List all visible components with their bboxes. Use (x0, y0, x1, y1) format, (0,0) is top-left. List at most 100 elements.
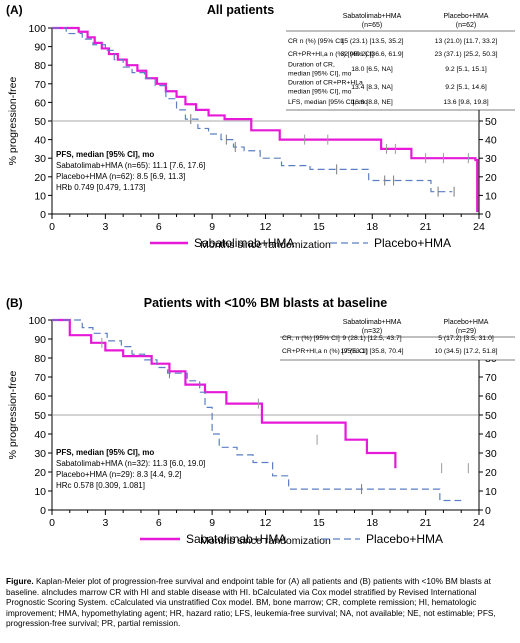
endpoint-table-bg (280, 310, 515, 360)
caption-body: Kaplan-Meier plot of progression-free su… (6, 576, 496, 629)
y-tick-label: 100 (28, 23, 46, 35)
table-header-sabatolimab-n: (n=65) (362, 22, 382, 29)
x-tick-label: 21 (420, 517, 432, 529)
x-tick-label: 21 (420, 221, 432, 233)
legend-placebo-label: Placebo+HMA (374, 236, 451, 250)
table-row-label: median [95% CI], mo (288, 71, 352, 78)
pfs-line: Sabatolimab+HMA (n=65): 11.1 [7.6, 17.6] (56, 161, 205, 170)
x-tick-label: 24 (473, 517, 485, 529)
y-tick-label-right: 20 (485, 467, 497, 479)
y-tick-label: 100 (28, 315, 46, 327)
table-cell-placebo: 9.2 [5.1, 14.6] (445, 84, 487, 91)
sabatolimab-km-curve (52, 318, 397, 469)
panel-title: Patients with <10% BM blasts at baseline (144, 296, 388, 310)
table-header-sabatolimab: Sabatolimab+HMA (343, 319, 402, 326)
legend-placebo-label: Placebo+HMA (366, 532, 443, 546)
y-tick-label-right: 30 (485, 153, 497, 165)
pfs-heading: PFS, median [95% CI], mo (56, 150, 154, 159)
y-tick-label: 90 (34, 42, 46, 54)
y-tick-label: 0 (40, 209, 46, 221)
y-tick-label-right: 10 (485, 486, 497, 498)
table-row-label: Duration of CR+PR+HI,a (288, 80, 363, 87)
y-tick-label: 50 (34, 410, 46, 422)
x-tick-label: 12 (260, 517, 272, 529)
y-tick-label-right: 60 (485, 391, 497, 403)
pfs-line: Placebo+HMA (n=29): 8.3 [4.4, 9.2] (56, 470, 181, 479)
y-tick-label-right: 0 (485, 505, 491, 517)
y-tick-label: 0 (40, 505, 46, 517)
y-tick-label-right: 30 (485, 448, 497, 460)
y-tick-label: 80 (34, 60, 46, 72)
x-tick-label: 3 (102, 517, 108, 529)
y-tick-label: 50 (34, 116, 46, 128)
x-tick-label: 12 (260, 221, 272, 233)
panel-label: (A) (6, 3, 23, 17)
y-tick-label-right: 20 (485, 172, 497, 184)
y-tick-label-right: 50 (485, 116, 497, 128)
table-header-placebo: Placebo+HMA (444, 319, 489, 326)
table-cell-sabatolimab: 32 (49.2) [36.6, 61.9] (340, 51, 403, 58)
y-tick-label-right: 10 (485, 190, 497, 202)
x-tick-label: 24 (473, 221, 485, 233)
y-tick-label: 90 (34, 334, 46, 346)
y-tick-label: 20 (34, 172, 46, 184)
y-tick-label-right: 50 (485, 410, 497, 422)
y-tick-label: 30 (34, 153, 46, 165)
x-tick-label: 15 (313, 517, 325, 529)
table-cell-placebo: 13 (21.0) [11.7, 33.2] (435, 38, 498, 45)
panel-label: (B) (6, 296, 23, 310)
y-tick-label: 60 (34, 97, 46, 109)
table-row-label: median [95% CI], mo (288, 89, 352, 96)
table-header-placebo: Placebo+HMA (444, 13, 489, 20)
table-row-label: Duration of CR, (288, 62, 335, 69)
x-tick-label: 15 (313, 221, 325, 233)
y-tick-label: 70 (34, 79, 46, 91)
table-row-label: LFS, median [95% CI], mo (288, 99, 368, 106)
y-tick-label: 40 (34, 135, 46, 147)
table-cell-placebo: 13.6 [9.8, 19.8] (443, 99, 488, 106)
y-tick-label: 70 (34, 372, 46, 384)
y-tick-label: 60 (34, 391, 46, 403)
panel-title: All patients (207, 3, 274, 17)
table-cell-placebo: 23 (37.1) [25.2, 50.3] (434, 51, 497, 58)
table-cell-placebo: 10 (34.5) [17.2, 51.8] (434, 348, 497, 355)
x-axis-label: Months since randomization (200, 239, 331, 251)
pfs-line: HRc 0.578 [0.309, 1.081] (56, 481, 145, 490)
y-tick-label: 40 (34, 429, 46, 441)
panel-a: (A)All patients0010102020303040405050606… (6, 3, 515, 251)
placebo-km-curve (52, 319, 462, 502)
x-tick-label: 18 (366, 517, 378, 529)
x-tick-label: 0 (49, 517, 55, 529)
caption-label: Figure. (6, 576, 34, 586)
table-header-sabatolimab-n: (n=32) (362, 328, 382, 335)
y-tick-label-right: 0 (485, 209, 491, 221)
table-row-label: CR n (%) [95% CI] (288, 38, 344, 45)
table-row-label: CR+PR+HI,a n (%) [95% CI] (288, 51, 374, 58)
table-cell-sabatolimab: 13.4 [8.3, NA] (351, 84, 393, 91)
table-row-label: CR+PR+HI,a n (%) [95% CI] (282, 348, 368, 355)
table-header-placebo-n: (n=29) (456, 328, 476, 335)
y-tick-label: 20 (34, 467, 46, 479)
table-row-label: CR, n (%) [95% CI] (282, 335, 340, 342)
panel-b: (B) Patients with <10% BM blasts at basel… (6, 296, 515, 547)
placebo-km-curve (52, 27, 453, 193)
figure-caption: Figure. Kaplan-Meier plot of progression… (6, 576, 514, 629)
table-header-sabatolimab: Sabatolimab+HMA (343, 13, 402, 20)
x-tick-label: 6 (156, 517, 162, 529)
pfs-line: HRb 0.749 [0.479, 1.173] (56, 183, 145, 192)
y-tick-label: 80 (34, 353, 46, 365)
table-cell-placebo: 9.2 [5.1, 15.1] (445, 66, 487, 73)
pfs-line: Placebo+HMA (n=62): 8.5 [6.9, 11.3] (56, 172, 185, 181)
y-tick-label: 10 (34, 190, 46, 202)
pfs-line: Sabatolimab+HMA (n=32): 11.3 [6.0, 19.0] (56, 459, 205, 468)
y-tick-label-right: 70 (485, 372, 497, 384)
table-cell-placebo: 5 (17.2) [3.5, 31.0] (438, 335, 494, 342)
legend-sabatolimab-label: Sabatolimab+HMA (194, 236, 294, 250)
table-cell-sabatolimab: 18.0 [6.5, NA] (351, 66, 393, 73)
x-axis-label: Months since randomization (200, 535, 331, 547)
table-cell-sabatolimab: 9 (28.1) [12.5, 43.7] (342, 335, 401, 342)
pfs-heading: PFS, median [95% CI], mo (56, 448, 154, 457)
table-cell-sabatolimab: 16.8 [8.8, NE] (351, 99, 393, 106)
y-tick-label: 10 (34, 486, 46, 498)
y-tick-label: 30 (34, 448, 46, 460)
